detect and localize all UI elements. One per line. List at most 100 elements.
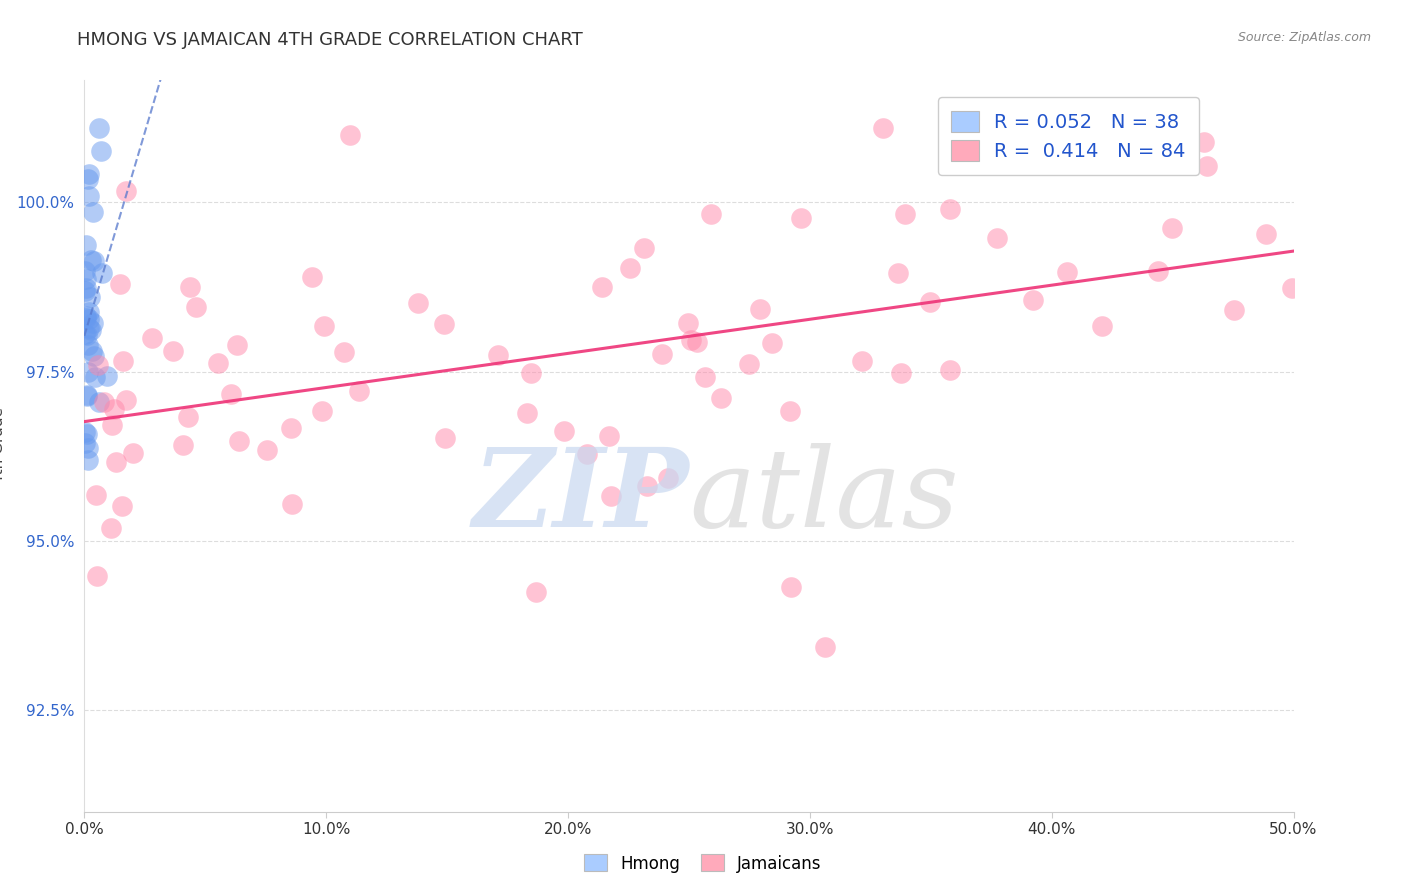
Point	[75, 309, 97, 323]
Point	[749, 301, 772, 316]
Point	[75, 310, 97, 325]
Point	[121, 445, 143, 459]
Point	[76, 427, 98, 442]
Point	[75, 264, 97, 278]
Point	[100, 520, 122, 534]
Point	[887, 266, 910, 280]
Point	[77, 305, 100, 319]
Point	[75, 272, 97, 286]
Point	[939, 202, 962, 216]
Point	[77, 321, 100, 335]
Point	[780, 580, 803, 594]
Point	[104, 455, 127, 469]
Point	[76, 389, 98, 403]
Point	[576, 446, 599, 460]
Point	[779, 403, 801, 417]
Point	[77, 189, 100, 203]
Point	[516, 407, 538, 421]
Point	[207, 356, 229, 370]
Point	[1197, 159, 1219, 173]
Point	[179, 280, 201, 294]
Point	[1033, 107, 1056, 121]
Point	[553, 424, 575, 438]
Point	[79, 289, 101, 303]
Point	[1056, 265, 1078, 279]
Point	[141, 331, 163, 345]
Point	[226, 338, 249, 352]
Point	[339, 128, 361, 142]
Point	[82, 316, 104, 330]
Point	[256, 442, 278, 457]
Y-axis label: 4th Grade: 4th Grade	[0, 408, 6, 484]
Point	[918, 295, 941, 310]
Point	[486, 348, 509, 362]
Point	[280, 421, 302, 435]
Point	[986, 231, 1008, 245]
Point	[111, 354, 134, 368]
Point	[872, 121, 894, 136]
Point	[96, 369, 118, 384]
Point	[600, 489, 623, 503]
Point	[633, 240, 655, 254]
Point	[115, 392, 138, 407]
Point	[162, 344, 184, 359]
Point	[893, 207, 915, 221]
Point	[519, 366, 541, 380]
Point	[813, 640, 835, 654]
Point	[524, 585, 547, 599]
Point	[591, 280, 613, 294]
Point	[1192, 136, 1215, 150]
Point	[619, 261, 641, 276]
Point	[82, 205, 104, 219]
Point	[333, 344, 356, 359]
Point	[93, 395, 115, 409]
Point	[433, 318, 456, 332]
Point	[709, 391, 731, 405]
Point	[1222, 302, 1244, 317]
Point	[657, 471, 679, 485]
Point	[73, 436, 96, 450]
Point	[1147, 264, 1170, 278]
Point	[761, 335, 783, 350]
Point	[1091, 318, 1114, 333]
Point	[77, 311, 100, 326]
Point	[77, 167, 100, 181]
Point	[311, 404, 333, 418]
Point	[73, 326, 96, 341]
Point	[738, 357, 761, 371]
Point	[1254, 227, 1277, 241]
Point	[83, 253, 105, 268]
Point	[695, 370, 717, 384]
Point	[90, 144, 112, 158]
Text: ZIP: ZIP	[472, 443, 689, 551]
Point	[77, 441, 100, 455]
Point	[108, 277, 131, 291]
Point	[84, 370, 107, 384]
Point	[84, 488, 107, 502]
Point	[406, 296, 429, 310]
Point	[103, 401, 125, 416]
Point	[73, 285, 96, 299]
Point	[434, 432, 457, 446]
Point	[82, 344, 104, 359]
Point	[77, 365, 100, 379]
Point	[115, 184, 138, 198]
Point	[172, 438, 194, 452]
Point	[177, 409, 200, 424]
Point	[76, 453, 98, 467]
Point	[281, 497, 304, 511]
Point	[87, 120, 110, 135]
Point	[890, 366, 912, 380]
Point	[851, 354, 873, 368]
Point	[1022, 293, 1045, 307]
Point	[790, 211, 813, 225]
Point	[598, 429, 620, 443]
Point	[678, 316, 700, 330]
Point	[77, 338, 100, 352]
Text: Source: ZipAtlas.com: Source: ZipAtlas.com	[1237, 31, 1371, 45]
Point	[87, 358, 110, 372]
Point	[101, 418, 124, 433]
Point	[636, 479, 658, 493]
Point	[111, 500, 134, 514]
Point	[651, 347, 673, 361]
